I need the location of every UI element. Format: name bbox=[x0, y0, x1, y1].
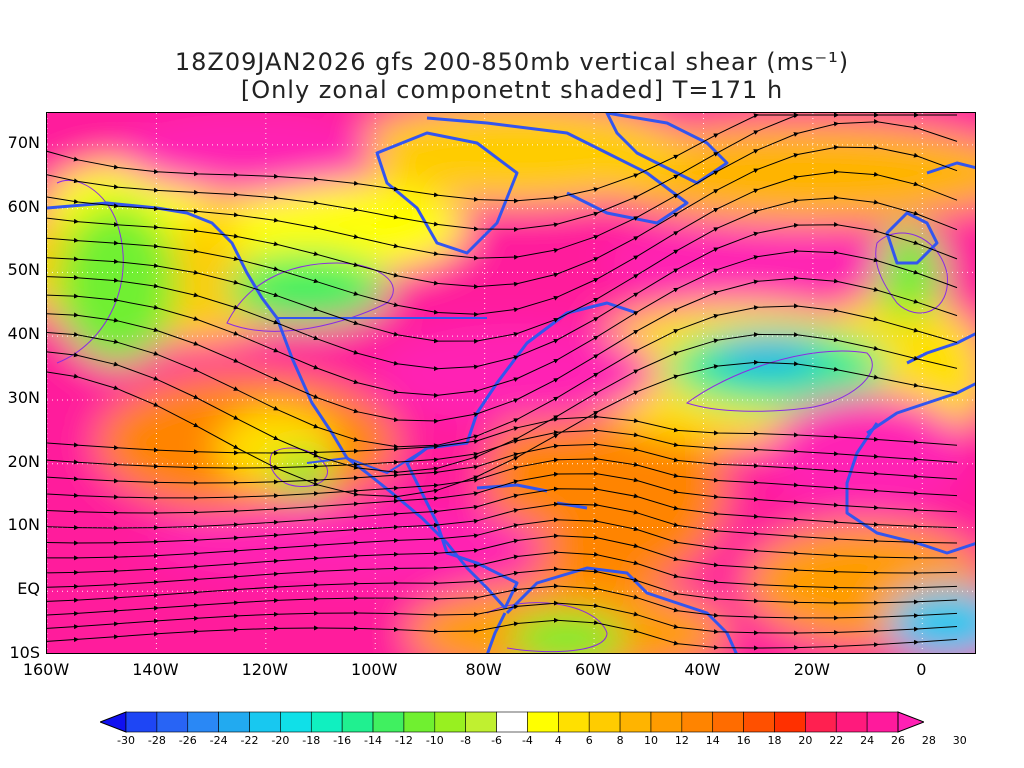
colorbar-cell bbox=[743, 711, 775, 733]
colorbar-cell bbox=[835, 711, 868, 733]
shear-map bbox=[47, 113, 975, 653]
lon-tick-label: 0 bbox=[916, 660, 927, 679]
chart-title-line1: 18Z09JAN2026 gfs 200-850mb vertical shea… bbox=[174, 48, 850, 76]
colorbar-tick-label: -18 bbox=[302, 734, 321, 747]
colorbar-tick-label: -14 bbox=[364, 734, 383, 747]
colorbar-cell bbox=[588, 711, 621, 733]
colorbar-cell bbox=[218, 711, 250, 733]
lon-tick-label: 60W bbox=[574, 660, 612, 679]
shaded-field bbox=[47, 113, 975, 653]
colorbar-tick-label: 10 bbox=[643, 734, 658, 747]
shade-blob bbox=[607, 223, 887, 303]
colorbar-cell bbox=[280, 711, 312, 733]
shade-blob bbox=[712, 340, 822, 376]
colorbar-tick-label: 28 bbox=[921, 734, 936, 747]
colorbar-tick-label: 30 bbox=[952, 734, 967, 747]
colorbar-cell bbox=[249, 711, 281, 733]
colorbar-tick-label: 26 bbox=[891, 734, 905, 747]
lon-tick-label: 80W bbox=[465, 660, 502, 679]
colorbar-tick-label: -6 bbox=[491, 734, 503, 747]
colorbar-tick-label: 14 bbox=[705, 734, 720, 747]
lat-tick-label: 40N bbox=[7, 324, 40, 344]
lat-tick-label: EQ bbox=[17, 579, 40, 599]
colorbar-tick-label: -20 bbox=[271, 734, 290, 747]
colorbar-tick-label: 8 bbox=[616, 734, 624, 747]
colorbar-cell bbox=[372, 711, 405, 733]
colorbar-cell bbox=[310, 711, 343, 733]
colorbar-tick-label: -26 bbox=[178, 734, 197, 747]
lat-tick-label: 60N bbox=[7, 196, 40, 216]
colorbar-tick-label: -24 bbox=[209, 734, 228, 747]
colorbar-tick-label: -10 bbox=[425, 734, 444, 747]
colorbar-tick-label: -22 bbox=[240, 734, 259, 747]
colorbar-tick-label: 4 bbox=[554, 734, 562, 747]
colorbar-cell bbox=[897, 711, 924, 733]
streamlines bbox=[47, 113, 958, 651]
colorbar-tick-label: 16 bbox=[736, 734, 751, 747]
map-panel bbox=[46, 112, 976, 654]
colorbar-tick-label: -12 bbox=[394, 734, 413, 747]
colorbar-cell bbox=[650, 711, 683, 733]
colorbar-tick-label: -30 bbox=[117, 734, 135, 747]
lat-tick-label: 30N bbox=[7, 387, 40, 407]
colorbar-cell bbox=[558, 711, 590, 733]
colorbar-cell bbox=[403, 711, 436, 733]
colorbar-tick-label: -16 bbox=[333, 734, 352, 747]
colorbar-cell bbox=[805, 711, 837, 733]
colorbar-tick-label: 20 bbox=[798, 734, 813, 747]
lat-tick-label: 50N bbox=[7, 260, 40, 280]
colorbar-tick-label: 22 bbox=[829, 734, 844, 747]
lon-tick-label: 20W bbox=[793, 660, 830, 679]
colorbar-cell bbox=[496, 711, 528, 733]
lon-tick-label: 100W bbox=[351, 660, 398, 679]
chart-title-line2: [Only zonal componetnt shaded] T=171 h bbox=[240, 76, 784, 104]
lon-tick-label: 140W bbox=[132, 660, 179, 679]
lon-tick-label: 40W bbox=[684, 660, 721, 679]
colorbar-cells bbox=[100, 711, 924, 733]
lat-tick-label: 70N bbox=[7, 132, 40, 152]
coast-scandinavia bbox=[926, 161, 975, 175]
colorbar-cell bbox=[774, 711, 806, 733]
shade-blob bbox=[57, 203, 177, 363]
colorbar-tick-label: -4 bbox=[521, 734, 533, 747]
lon-tick-label: 160W bbox=[22, 660, 70, 679]
streamline bbox=[47, 617, 958, 651]
colorbar-cell bbox=[712, 711, 744, 733]
colorbar-cell bbox=[527, 711, 559, 733]
colorbar-cell bbox=[100, 711, 127, 733]
colorbar-cell bbox=[681, 711, 714, 733]
lon-tick-label: 120W bbox=[241, 660, 288, 679]
colorbar-cell bbox=[434, 711, 466, 733]
colorbar-cell bbox=[125, 711, 158, 733]
colorbar-cell bbox=[187, 711, 219, 733]
colorbar-tick-label: -8 bbox=[460, 734, 472, 747]
colorbar-tick-label: 12 bbox=[674, 734, 689, 747]
colorbar bbox=[100, 711, 924, 733]
colorbar-cell bbox=[156, 711, 189, 733]
colorbar-tick-label: -28 bbox=[147, 734, 166, 747]
colorbar-tick-label: 18 bbox=[767, 734, 782, 747]
streamline bbox=[47, 359, 958, 500]
colorbar-tick-label: 6 bbox=[585, 734, 593, 747]
shade-blob bbox=[227, 253, 387, 323]
colorbar-cell bbox=[866, 711, 899, 733]
colorbar-cell bbox=[465, 711, 497, 733]
colorbar-tick-label: 24 bbox=[860, 734, 875, 747]
lat-tick-label: 10S bbox=[9, 643, 40, 662]
lat-tick-label: 10N bbox=[7, 515, 40, 535]
lat-tick-label: 20N bbox=[7, 451, 40, 471]
colorbar-cell bbox=[341, 711, 374, 733]
colorbar-cell bbox=[619, 711, 652, 733]
